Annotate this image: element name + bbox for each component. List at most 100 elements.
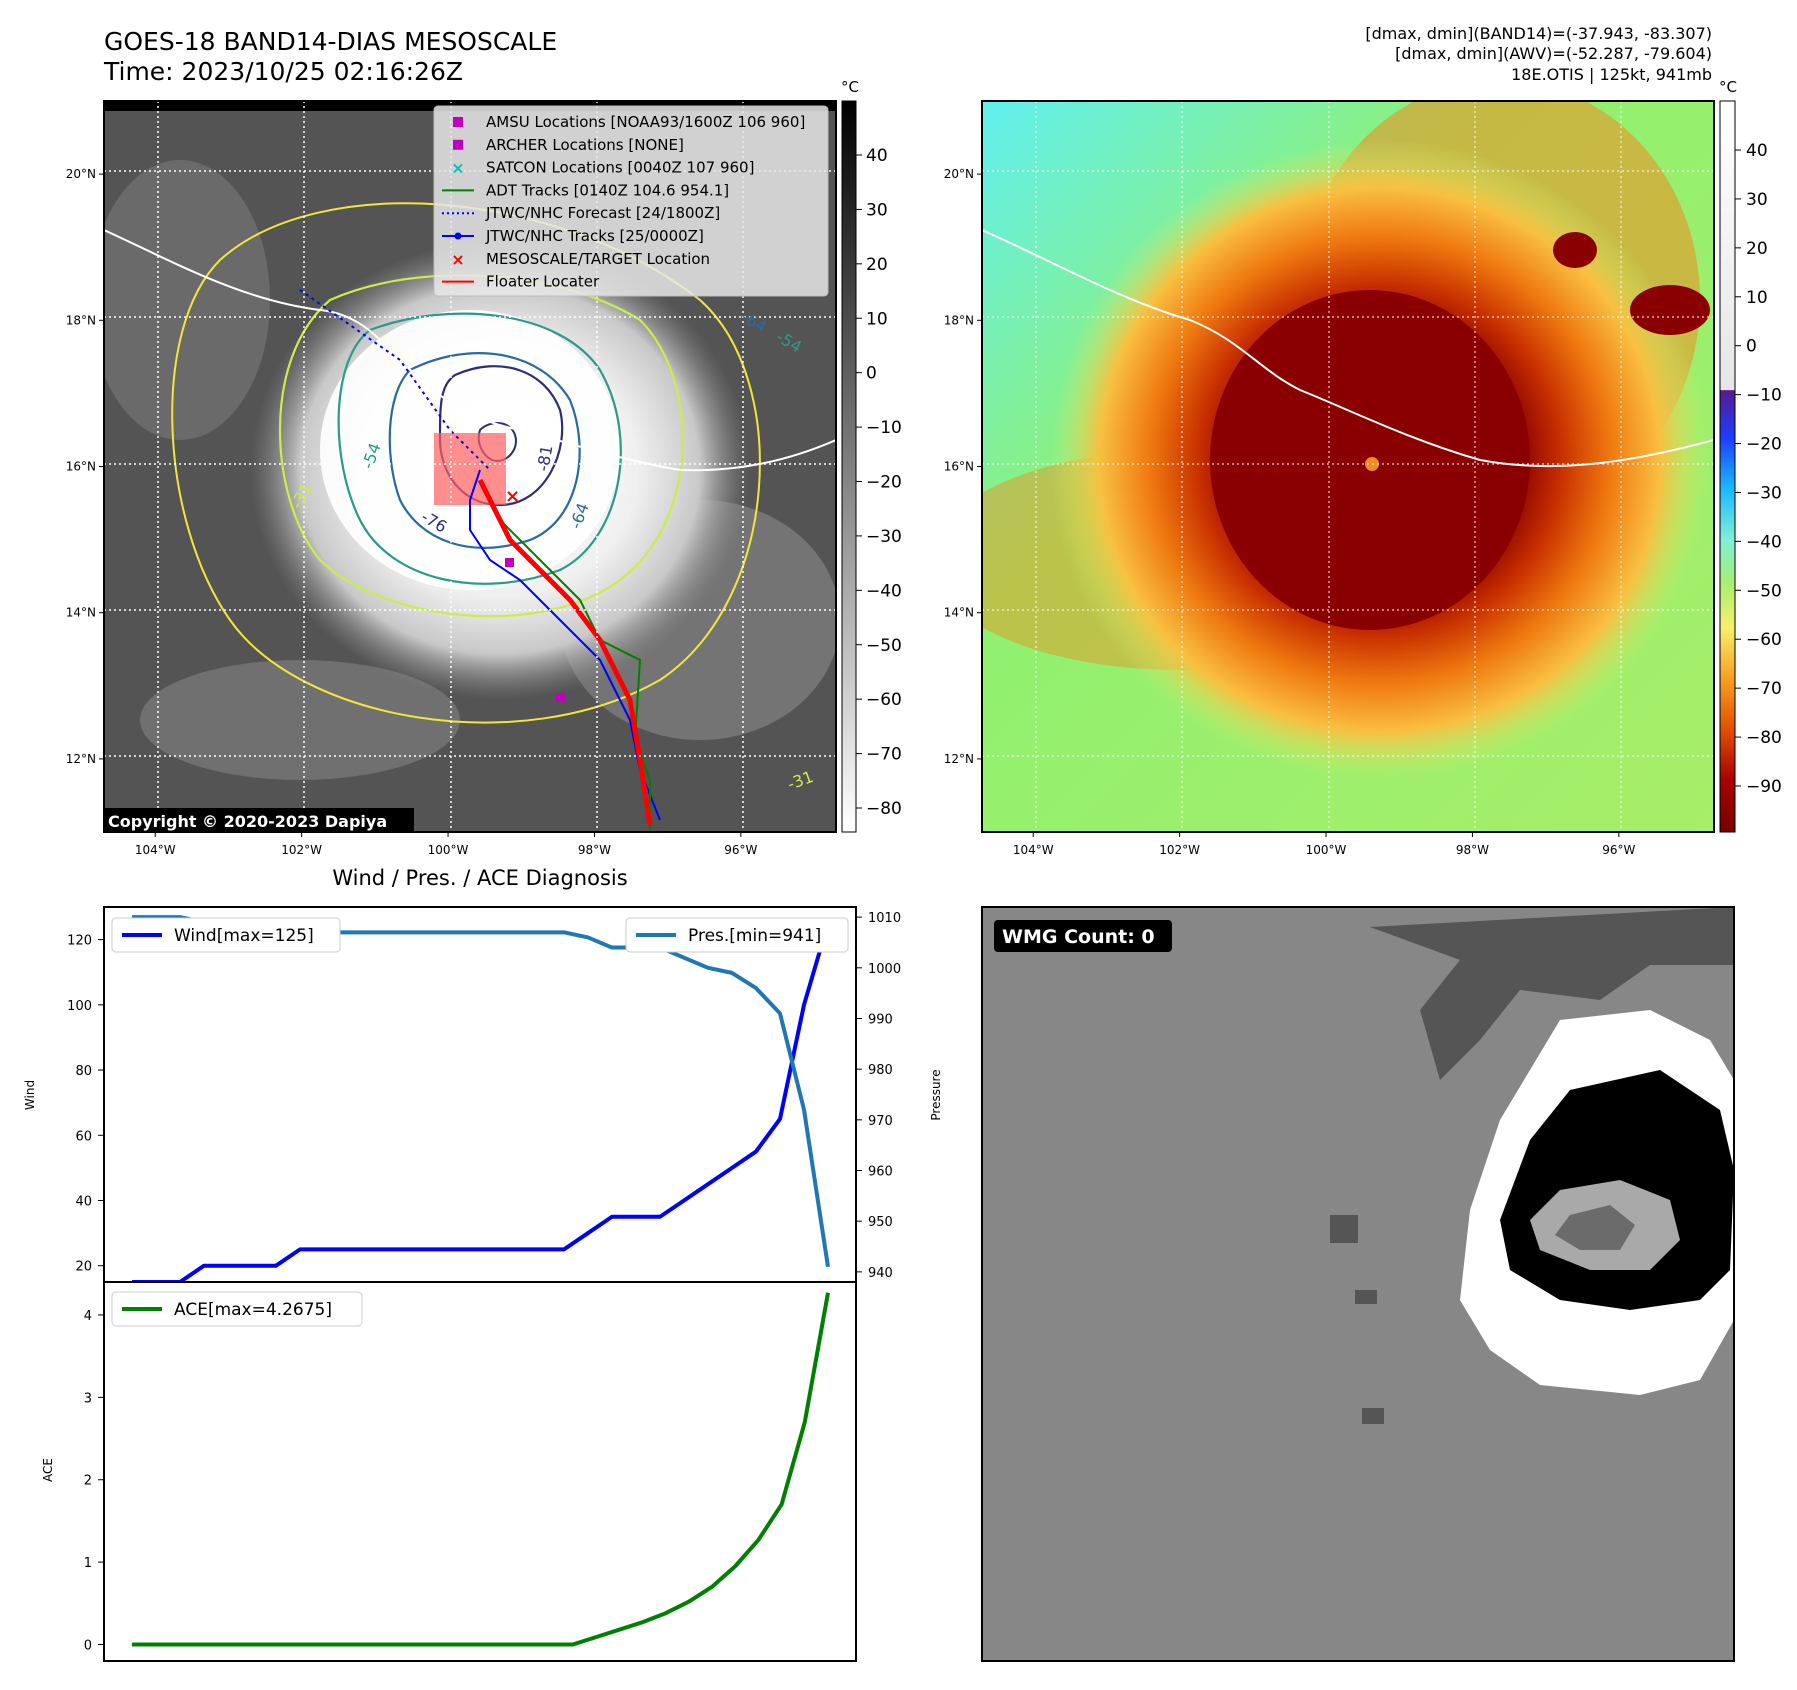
lon-tick-label: 96°W xyxy=(1602,843,1635,857)
legend-item: ARCHER Locations [NONE] xyxy=(453,136,684,154)
contour-76 xyxy=(438,365,564,507)
colorbar-tick-label: 40 xyxy=(866,146,888,166)
colorbar-tick-label: 30 xyxy=(866,200,888,220)
band14-colorbar-unit: °C xyxy=(841,78,859,96)
awv-image xyxy=(982,101,1714,832)
lon-tick-label: 100°W xyxy=(1306,843,1347,857)
colorbar-tick-label: −70 xyxy=(866,745,902,765)
colorbar-tick-label: −40 xyxy=(1746,532,1782,552)
amsu-marker xyxy=(505,558,514,567)
wind-legend-label: Wind[max=125] xyxy=(174,926,314,946)
legend-x-marker: × xyxy=(451,159,464,178)
info-awv-range: [dmax, dmin](AWV)=(-52.287, -79.604) xyxy=(1395,44,1712,63)
copyright-bg xyxy=(104,808,414,832)
colorbar-tick-label: −90 xyxy=(1746,777,1782,797)
lat-tick-label: 16°N xyxy=(944,460,974,474)
colorbar-tick-label: 40 xyxy=(1746,141,1768,161)
y-tick-label: 20 xyxy=(75,1260,92,1275)
lat-tick-label: 18°N xyxy=(66,313,96,327)
colorbar-tick-label: −30 xyxy=(866,527,902,547)
mesoscale-box xyxy=(434,433,506,505)
pressure-axis-label: Pressure xyxy=(929,1069,943,1120)
info-band14-range: [dmax, dmin](BAND14)=(-37.943, -83.307) xyxy=(1365,24,1712,43)
colorbar-tick-label: −50 xyxy=(866,636,902,656)
colorbar-tick-label: −10 xyxy=(866,418,902,438)
colorbar-tick-label: 30 xyxy=(1746,190,1768,210)
legend-item: × SATCON Locations [0040Z 107 960] xyxy=(451,159,754,178)
colorbar-tick-label: −10 xyxy=(1746,386,1782,406)
awv-colorbar-unit: °C xyxy=(1719,78,1737,96)
legend-item: ADT Tracks [0140Z 104.6 954.1] xyxy=(442,181,729,199)
wmg-panel: WMG Count: 0 xyxy=(981,906,1735,1662)
ace-axis-label: ACE xyxy=(41,1458,55,1482)
y-tick-label: 1 xyxy=(84,1556,92,1571)
colorbar-tick-label: −60 xyxy=(866,690,902,710)
diagnosis-title: Wind / Pres. / ACE Diagnosis xyxy=(332,866,627,890)
lat-tick-label: 12°N xyxy=(944,752,974,766)
contour-64 xyxy=(388,352,581,549)
y2-tick-label: 1010 xyxy=(868,911,901,926)
colorbar-tick-label: −20 xyxy=(866,473,902,493)
legend-item: JTWC/NHC Tracks [25/0000Z] xyxy=(442,227,704,245)
legend-dot xyxy=(454,232,462,240)
lat-tick-label: 18°N xyxy=(944,313,974,327)
lat-tick-label: 12°N xyxy=(66,752,96,766)
y2-tick-label: 940 xyxy=(868,1266,893,1281)
y2-tick-label: 960 xyxy=(868,1165,893,1180)
legend-label: JTWC/NHC Tracks [25/0000Z] xyxy=(485,227,704,245)
coastline xyxy=(104,229,836,472)
awv-colorbar xyxy=(1719,100,1736,833)
wmg-badge: WMG Count: 0 xyxy=(1002,926,1155,948)
y2-tick-label: 990 xyxy=(868,1012,893,1027)
wind-axis-label: Wind xyxy=(23,1080,37,1110)
amsu-marker-2 xyxy=(556,693,565,702)
lat-tick-label: 14°N xyxy=(66,606,96,620)
figure-title: GOES-18 BAND14-DIAS MESOSCALE xyxy=(104,27,557,56)
wmg-badge-bg xyxy=(994,920,1172,952)
lon-tick-label: 96°W xyxy=(724,843,757,857)
band14-colorbar-ticks: 40 30 20 10 0 −10 −20 −30 −40 −50 −60 −70 −80 xyxy=(856,146,902,819)
lat-tick-label: 20°N xyxy=(66,167,96,181)
colorbar-tick-label: 10 xyxy=(866,309,888,329)
y-tick-label: 100 xyxy=(67,999,92,1014)
y-tick-label: 60 xyxy=(75,1129,92,1144)
awv-gridlines xyxy=(982,101,1714,832)
y2-tick-label: 970 xyxy=(868,1114,893,1129)
lat-tick-label: 14°N xyxy=(944,606,974,620)
figure-time: Time: 2023/10/25 02:16:26Z xyxy=(103,57,463,86)
colorbar-tick-label: 20 xyxy=(866,255,888,275)
legend-label: AMSU Locations [NOAA93/1600Z 106 960] xyxy=(486,113,805,131)
copyright: Copyright © 2020-2023 Dapiya xyxy=(108,812,387,831)
ace-series-line xyxy=(132,1292,830,1647)
legend-label: ARCHER Locations [NONE] xyxy=(486,136,684,154)
pressure-legend-label: Pres.[min=941] xyxy=(688,926,821,946)
ace-legend-label: ACE[max=4.2675] xyxy=(174,1300,332,1320)
awv-panel: °C 40 30 20 10 0 −10 −20 −30 −40 −50 −60 −70 −80 −90 xyxy=(981,78,1782,833)
y2-tick-label: 1000 xyxy=(868,962,901,977)
contour-label-81: -81 xyxy=(533,444,556,473)
y-tick-label: 4 xyxy=(84,1309,92,1324)
ace-legend: ACE[max=4.2675] xyxy=(111,1291,363,1327)
y-tick-label: 0 xyxy=(84,1639,92,1654)
colorbar-tick-label: −80 xyxy=(1746,728,1782,748)
legend-x-marker: × xyxy=(451,250,464,269)
colorbar-tick-label: 0 xyxy=(1746,337,1757,357)
legend-label: ADT Tracks [0140Z 104.6 954.1] xyxy=(486,181,729,199)
y-tick-label: 2 xyxy=(84,1474,92,1489)
legend-square-marker xyxy=(453,139,463,150)
wind-series-line xyxy=(132,922,830,1282)
y-tick-label: 40 xyxy=(75,1194,92,1209)
wmg-image xyxy=(1330,907,1734,1424)
wind-pressure-panel: Wind / Pres. / ACE Diagnosis 20 40 60 80 100… xyxy=(23,866,943,1283)
y-tick-label: 80 xyxy=(75,1064,92,1079)
y2-tick-label: 980 xyxy=(868,1063,893,1078)
colorbar-tick-label: 10 xyxy=(1746,288,1768,308)
lon-tick-label: 104°W xyxy=(1013,843,1054,857)
lon-tick-label: 102°W xyxy=(281,843,322,857)
legend-label: JTWC/NHC Forecast [24/1800Z] xyxy=(485,204,720,222)
lon-tick-label: 98°W xyxy=(578,843,611,857)
legend-label: MESOSCALE/TARGET Location xyxy=(486,250,710,268)
legend-label: SATCON Locations [0040Z 107 960] xyxy=(486,159,754,177)
legend-item: JTWC/NHC Forecast [24/1800Z] xyxy=(442,204,720,222)
